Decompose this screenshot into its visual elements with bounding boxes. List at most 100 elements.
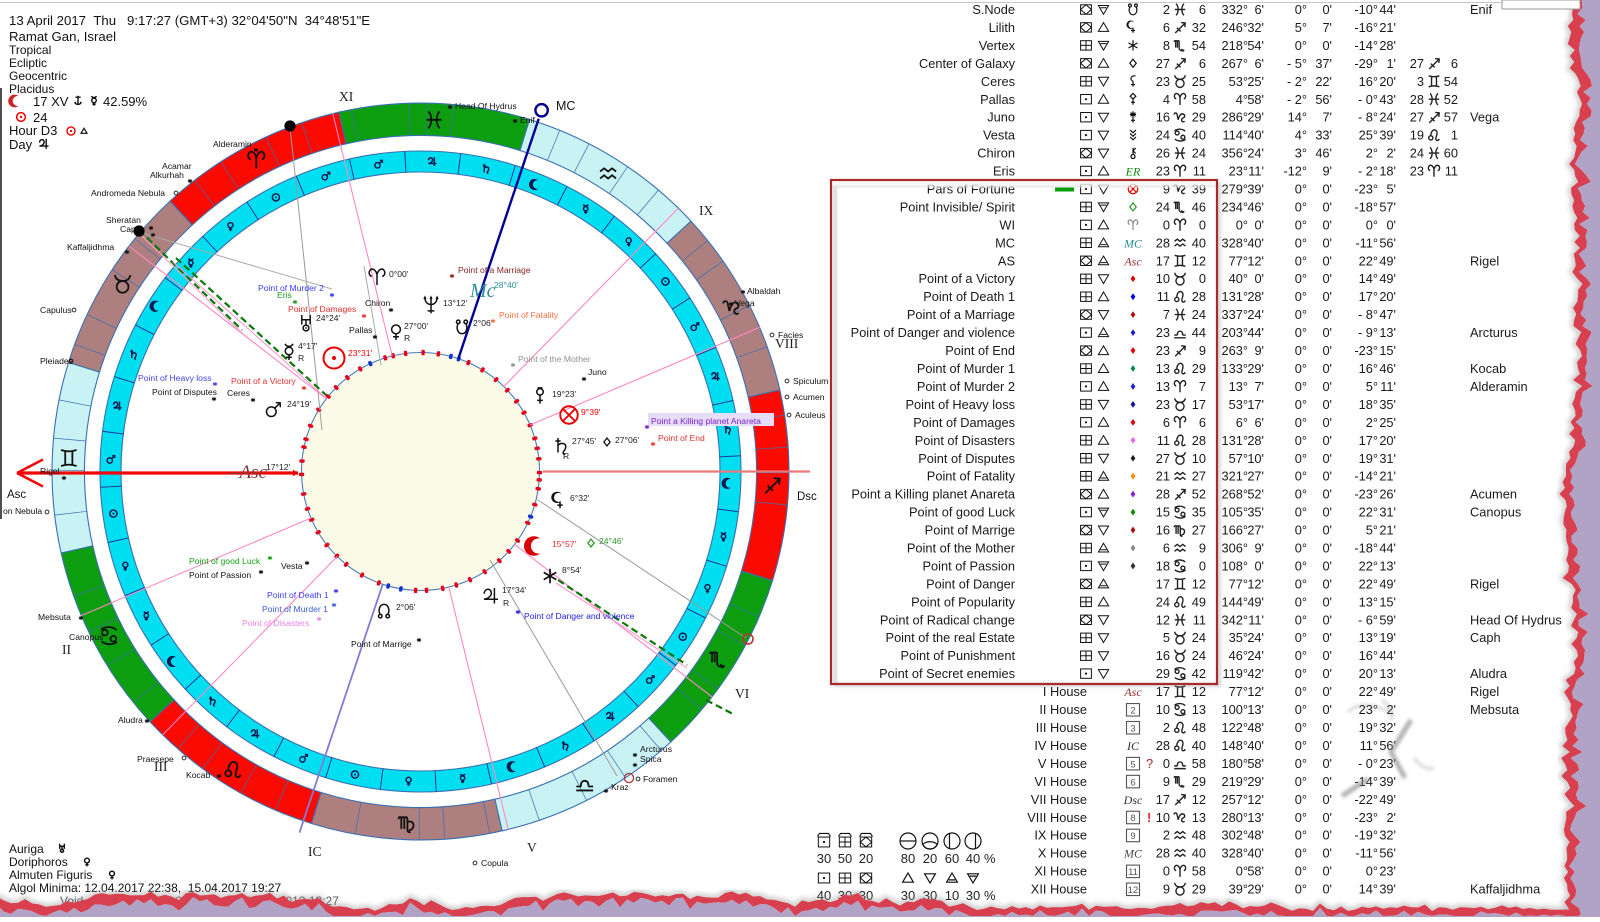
svg-text:0: 0 — [1163, 217, 1170, 232]
svg-text:20': 20' — [1379, 74, 1396, 89]
svg-text:21': 21' — [1379, 20, 1396, 35]
svg-text:40': 40' — [1247, 128, 1264, 143]
svg-text:28°40': 28°40' — [494, 280, 519, 290]
svg-text:0': 0' — [1322, 487, 1332, 502]
svg-text:0°: 0° — [1295, 774, 1307, 789]
svg-text:58: 58 — [1192, 92, 1206, 107]
svg-text:18: 18 — [1156, 558, 1170, 573]
svg-text:6': 6' — [1254, 2, 1264, 17]
svg-text:53°: 53° — [1229, 74, 1248, 89]
svg-text:0°: 0° — [1295, 828, 1307, 843]
svg-text:56': 56' — [1315, 92, 1332, 107]
svg-text:Point of Marrige: Point of Marrige — [925, 523, 1015, 538]
svg-text:22': 22' — [1315, 74, 1332, 89]
svg-text:52: 52 — [1192, 487, 1206, 502]
svg-text:328°: 328° — [1222, 235, 1248, 250]
svg-text:31': 31' — [1379, 451, 1396, 466]
svg-text:ER: ER — [1125, 165, 1141, 179]
svg-text:2°: 2° — [1366, 146, 1378, 161]
svg-text:7: 7 — [1163, 307, 1170, 322]
svg-text:Point of Disasters: Point of Disasters — [242, 618, 309, 628]
svg-text:- 0°: - 0° — [1358, 756, 1378, 771]
svg-text:49: 49 — [1192, 594, 1206, 609]
svg-text:0': 0' — [1322, 2, 1332, 17]
svg-text:10: 10 — [1156, 271, 1170, 286]
svg-text:Capulus: Capulus — [40, 305, 72, 315]
svg-text:29: 29 — [1192, 110, 1206, 125]
svg-text:15': 15' — [1379, 343, 1396, 358]
svg-text:0°: 0° — [1295, 2, 1307, 17]
svg-text:- 9°: - 9° — [1358, 325, 1378, 340]
svg-text:VI House: VI House — [1034, 774, 1087, 789]
svg-text:5°: 5° — [1366, 379, 1378, 394]
svg-text:0°: 0° — [1295, 325, 1307, 340]
svg-text:20': 20' — [1379, 289, 1396, 304]
svg-text:14°: 14° — [1359, 271, 1378, 286]
svg-text:17: 17 — [1156, 253, 1170, 268]
svg-text:Arcturus: Arcturus — [640, 744, 672, 754]
svg-text:29: 29 — [1192, 361, 1206, 376]
svg-text:11: 11 — [1157, 289, 1170, 304]
svg-text:2: 2 — [1163, 828, 1170, 843]
svg-text:Enif: Enif — [1470, 2, 1492, 17]
svg-text:Doriphoros: Doriphoros — [9, 855, 68, 869]
svg-text:Kocab: Kocab — [1470, 361, 1506, 376]
svg-text:40°: 40° — [1229, 271, 1248, 286]
svg-text:Dsc: Dsc — [1123, 793, 1143, 807]
svg-text:25': 25' — [1379, 415, 1396, 430]
svg-text:16°: 16° — [1359, 74, 1378, 89]
svg-text:Aludra: Aludra — [1470, 666, 1508, 681]
svg-text:131°: 131° — [1222, 433, 1248, 448]
svg-text:XI House: XI House — [1034, 864, 1087, 879]
svg-text:0°: 0° — [1295, 433, 1307, 448]
svg-text:0: 0 — [1163, 864, 1170, 879]
svg-text:17°34': 17°34' — [502, 585, 527, 595]
svg-text:Point of Passion: Point of Passion — [189, 570, 251, 580]
svg-text:13°: 13° — [1359, 594, 1378, 609]
svg-text:180°: 180° — [1222, 756, 1248, 771]
svg-text:18': 18' — [1379, 164, 1396, 179]
svg-text:6: 6 — [1199, 56, 1206, 71]
svg-text:0': 0' — [1322, 235, 1332, 250]
svg-text:Point of Death 1: Point of Death 1 — [267, 590, 329, 600]
svg-text:268°: 268° — [1222, 487, 1248, 502]
svg-text:12: 12 — [1128, 885, 1139, 896]
svg-text:13°12': 13°12' — [443, 298, 468, 308]
svg-text:48': 48' — [1247, 828, 1264, 843]
svg-text:0°: 0° — [1295, 612, 1307, 627]
svg-text:Caph: Caph — [120, 224, 141, 234]
svg-text:44': 44' — [1379, 648, 1396, 663]
svg-text:Point of Radical change: Point of Radical change — [880, 612, 1015, 627]
svg-text:-16°: -16° — [1354, 20, 1378, 35]
svg-text:15°57': 15°57' — [552, 539, 577, 549]
svg-text:5°: 5° — [1295, 20, 1307, 35]
svg-text:11: 11 — [1128, 867, 1138, 878]
svg-text:R: R — [404, 333, 410, 343]
svg-text:8: 8 — [1130, 813, 1135, 824]
svg-text:17: 17 — [1192, 397, 1206, 412]
svg-text:10: 10 — [945, 888, 959, 903]
svg-text:53°: 53° — [1229, 397, 1248, 412]
svg-text:Aculeus: Aculeus — [795, 410, 826, 420]
svg-text:8: 8 — [1163, 38, 1170, 53]
svg-text:0': 0' — [1322, 433, 1332, 448]
svg-text:Kocab: Kocab — [186, 770, 211, 780]
svg-text:Point of Murder 2: Point of Murder 2 — [917, 379, 1015, 394]
svg-text:Point of Murder 1: Point of Murder 1 — [917, 361, 1015, 376]
svg-text:Foramen: Foramen — [643, 774, 678, 784]
svg-text:22°: 22° — [1359, 576, 1378, 591]
svg-text:114°: 114° — [1222, 128, 1248, 143]
svg-text:19°: 19° — [1359, 451, 1378, 466]
svg-text:-14°: -14° — [1354, 38, 1378, 53]
svg-text:0°: 0° — [1295, 630, 1307, 645]
svg-text:6: 6 — [1163, 20, 1170, 35]
svg-text:25': 25' — [1247, 74, 1264, 89]
svg-text:23°31': 23°31' — [348, 348, 373, 358]
svg-text:Point of End: Point of End — [945, 343, 1015, 358]
svg-text:40': 40' — [1247, 738, 1264, 753]
svg-text:35°: 35° — [1229, 630, 1248, 645]
svg-text:29': 29' — [1247, 774, 1264, 789]
svg-text:MC: MC — [1123, 236, 1143, 250]
svg-text:49': 49' — [1379, 792, 1396, 807]
svg-text:4: 4 — [1163, 92, 1170, 107]
